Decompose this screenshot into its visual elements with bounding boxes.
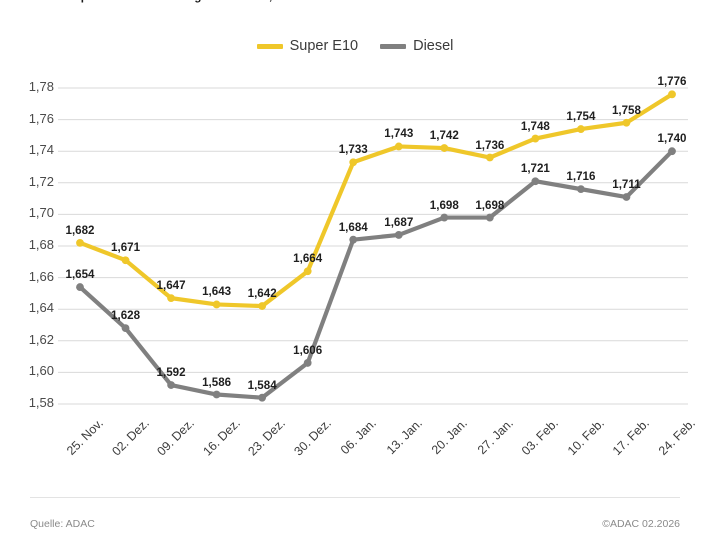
data-point[interactable] — [485, 153, 494, 162]
data-point[interactable] — [577, 125, 585, 133]
legend-label-super-e10: Super E10 — [289, 38, 359, 54]
data-point[interactable] — [121, 256, 130, 265]
y-axis-tick-label: 1,66 — [28, 268, 54, 284]
chart-legend: Super E10 Diesel — [0, 38, 710, 54]
data-point[interactable] — [440, 144, 449, 152]
data-point[interactable] — [485, 213, 494, 222]
data-point-label: 1,698 — [429, 198, 459, 212]
source-note: Quelle: ADAC — [30, 518, 95, 530]
data-point[interactable] — [440, 213, 449, 222]
data-point-label: 1,733 — [338, 143, 368, 157]
data-point[interactable] — [121, 324, 130, 333]
data-point[interactable] — [303, 359, 312, 367]
data-point-label: 1,743 — [384, 127, 414, 141]
y-axis-tick-label: 1,62 — [28, 331, 54, 347]
y-axis-tick-label: 1,74 — [28, 142, 54, 158]
data-point[interactable] — [349, 158, 358, 167]
data-point[interactable] — [577, 185, 585, 194]
data-point-label: 1,628 — [111, 309, 141, 323]
data-point[interactable] — [76, 283, 84, 291]
data-point[interactable] — [212, 300, 221, 309]
data-point-label: 1,642 — [247, 287, 277, 301]
y-axis-tick-label: 1,58 — [28, 395, 54, 410]
series-line-diesel — [77, 149, 675, 400]
data-point-label: 1,687 — [384, 215, 414, 229]
data-point-label: 1,748 — [520, 119, 550, 133]
legend-item-super-e10[interactable]: Super E10 — [256, 38, 359, 54]
data-point-label: 1,584 — [247, 378, 277, 392]
data-point[interactable] — [622, 118, 631, 127]
data-point-label: 1,682 — [65, 223, 95, 237]
data-point[interactable] — [258, 393, 267, 402]
data-point[interactable] — [531, 177, 540, 186]
data-point[interactable] — [394, 231, 403, 239]
data-point[interactable] — [349, 235, 358, 244]
data-point[interactable] — [394, 142, 403, 151]
y-axis-tick-label: 1,76 — [28, 110, 54, 126]
data-point[interactable] — [76, 238, 84, 247]
y-axis-tick-label: 1,64 — [28, 300, 54, 316]
data-point-label: 1,711 — [612, 178, 641, 192]
line-swatch-icon — [380, 43, 407, 49]
y-axis-tick-label: 1,72 — [28, 173, 54, 189]
data-point-label: 1,754 — [566, 110, 596, 124]
data-point-label: 1,776 — [657, 75, 687, 89]
data-point-label: 1,647 — [156, 279, 186, 293]
data-point[interactable] — [212, 390, 221, 399]
data-point-label: 1,742 — [429, 129, 459, 143]
data-point-label: 1,684 — [338, 220, 368, 234]
data-point-label: 1,606 — [293, 343, 323, 357]
data-point-label: 1,721 — [520, 162, 550, 176]
data-point-label: 1,698 — [475, 198, 505, 212]
y-axis-tick-label: 1,60 — [28, 363, 54, 379]
data-point-label: 1,664 — [293, 252, 323, 266]
data-point-label: 1,592 — [156, 366, 186, 380]
line-swatch-icon — [256, 43, 283, 49]
legend-label-diesel: Diesel — [413, 38, 454, 54]
series-line-super-e10 — [77, 92, 675, 309]
data-point-label: 1,758 — [611, 103, 641, 117]
data-point[interactable] — [622, 193, 631, 201]
data-point-label: 1,654 — [65, 268, 95, 282]
data-point[interactable] — [531, 134, 540, 143]
data-point-label: 1,671 — [111, 241, 141, 255]
data-point-label: 1,643 — [202, 285, 232, 299]
data-point-label: 1,716 — [566, 170, 596, 184]
legend-item-diesel[interactable]: Diesel — [380, 38, 453, 54]
data-point-label: 1,736 — [475, 138, 505, 152]
y-axis-tick-label: 1,68 — [28, 237, 54, 252]
data-point[interactable] — [303, 267, 312, 276]
data-point[interactable] — [258, 302, 267, 310]
data-point[interactable] — [167, 294, 175, 303]
data-point[interactable] — [668, 90, 676, 99]
y-axis-tick-label: 1,70 — [28, 205, 54, 221]
y-axis-tick-label: 1,78 — [28, 79, 54, 94]
page-title: Kraftstoffpreise im Wochenvergleich in E… — [30, 0, 300, 3]
copyright-note: ©ADAC 02.2026 — [602, 518, 680, 530]
data-point-label: 1,586 — [202, 375, 232, 389]
data-point[interactable] — [167, 381, 175, 389]
data-point[interactable] — [668, 147, 676, 156]
data-point-label: 1,740 — [657, 132, 687, 146]
footer-divider — [30, 497, 680, 498]
